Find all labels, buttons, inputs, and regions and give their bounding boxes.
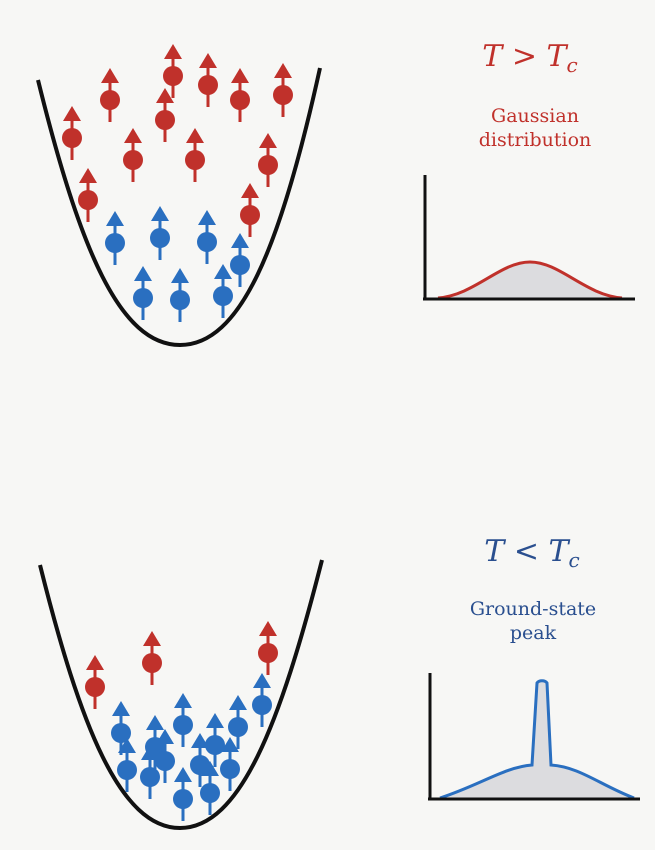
gaussian-fill: [438, 262, 622, 298]
trap-potential-well: [36, 67, 322, 348]
condensate-atoms-blue: [109, 671, 274, 823]
trap-potential-well: [38, 559, 324, 831]
condition-below-tc: T < Tc: [484, 534, 580, 573]
gaussian-curve: [437, 260, 623, 300]
atoms-blue: [103, 204, 252, 324]
below-tc-diagram: [38, 559, 640, 831]
caption-ground-state: Ground-state peak: [453, 597, 613, 645]
caption-line-1: Gaussian: [491, 105, 579, 127]
caption-line-2: distribution: [478, 129, 592, 151]
panel-below-tc: T < Tc Ground-state peak: [0, 425, 655, 850]
thermal-atoms-red: [60, 42, 295, 239]
caption-gaussian: Gaussian distribution: [455, 104, 615, 152]
caption-line-1: Ground-state: [469, 598, 597, 620]
caption-line-2: peak: [509, 622, 557, 644]
panel-above-tc: T > Tc Gaussian distribution: [36, 39, 635, 348]
gaussian-distribution-plot: [423, 175, 635, 301]
distribution-curve: [439, 679, 635, 800]
ground-state-peak-plot: [428, 673, 640, 801]
distribution-fill: [440, 680, 634, 798]
condition-above-tc: T > Tc: [482, 39, 578, 78]
above-tc-diagram: [36, 42, 635, 348]
